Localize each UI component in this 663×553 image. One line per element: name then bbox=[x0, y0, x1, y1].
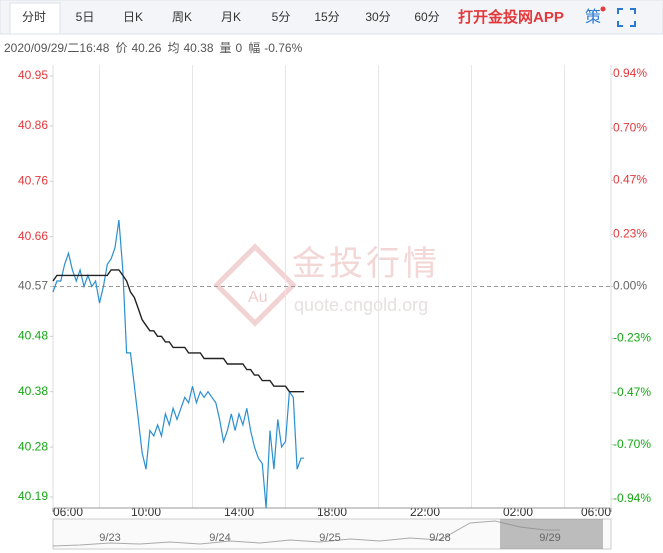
badge-dot bbox=[600, 6, 606, 12]
y-tick-label: 40.57 bbox=[18, 279, 48, 293]
x-tick-label: 06:00 bbox=[581, 505, 611, 519]
y2-tick-label: 0.70% bbox=[613, 120, 647, 134]
navigator-window[interactable] bbox=[500, 519, 603, 549]
tab[interactable]: 月K bbox=[221, 10, 241, 24]
navigator-date: 9/25 bbox=[319, 532, 340, 544]
y2-tick-label: -0.94% bbox=[613, 491, 651, 505]
x-tick-label: 22:00 bbox=[410, 505, 440, 519]
strategy-button[interactable]: 策 bbox=[585, 8, 601, 26]
x-tick-label: 02:00 bbox=[503, 505, 533, 519]
y-tick-label: 40.95 bbox=[18, 68, 48, 82]
y-tick-label: 40.28 bbox=[18, 439, 48, 453]
watermark-url: quote.cngold.org bbox=[294, 295, 428, 315]
y2-tick-label: 0.23% bbox=[613, 227, 647, 241]
watermark-logo: Au bbox=[248, 289, 268, 306]
app-link[interactable]: 打开金投网APP bbox=[458, 8, 564, 26]
navigator-date: 9/23 bbox=[99, 532, 120, 544]
y-tick-label: 40.48 bbox=[18, 329, 48, 343]
y2-tick-label: 0.47% bbox=[613, 172, 647, 186]
info-label: 幅 bbox=[248, 40, 260, 55]
info-value: 0 bbox=[236, 41, 243, 55]
y-tick-label: 40.19 bbox=[18, 489, 48, 503]
info-label: 价 bbox=[115, 41, 127, 55]
series-line bbox=[52, 269, 305, 393]
tab[interactable]: 30分 bbox=[365, 10, 390, 24]
y2-tick-label: -0.23% bbox=[613, 331, 651, 345]
navigator-date: 9/28 bbox=[429, 532, 450, 544]
navigator-line bbox=[52, 520, 560, 547]
tab[interactable]: 5分 bbox=[272, 10, 291, 24]
active-tab bbox=[9, 2, 61, 35]
navigator-date: 9/24 bbox=[209, 532, 230, 544]
x-tick-label: 18:00 bbox=[317, 505, 347, 519]
y2-tick-label: -0.47% bbox=[613, 385, 651, 399]
watermark: Au 金投行情 quote.cngold.org bbox=[213, 243, 440, 327]
timestamp: 2020/09/29/二16:48 bbox=[4, 41, 110, 55]
navigator-date: 9/29 bbox=[539, 532, 560, 544]
quote-info: 2020/09/29/二16:48 价 40.26 均 40.38 量 0 幅 -0.76% bbox=[4, 40, 303, 55]
y-tick-label: 40.86 bbox=[18, 118, 48, 132]
x-tick-label: 14:00 bbox=[224, 505, 254, 519]
tab[interactable]: 日K bbox=[123, 10, 143, 24]
fullscreen-button[interactable] bbox=[617, 8, 636, 27]
series-line bbox=[52, 220, 305, 509]
tab[interactable]: 分时 bbox=[22, 10, 46, 24]
info-value: -0.76% bbox=[264, 41, 302, 55]
y2-tick-label: -0.70% bbox=[613, 437, 651, 451]
x-tick-label: 06:00 bbox=[53, 505, 83, 519]
info-label: 量 bbox=[220, 41, 232, 55]
toolbar bbox=[0, 0, 663, 35]
y2-tick-label: 0.94% bbox=[613, 66, 647, 80]
tab[interactable]: 周K bbox=[172, 10, 192, 24]
tab[interactable]: 15分 bbox=[314, 10, 339, 24]
info-label: 均 bbox=[167, 41, 179, 55]
y-tick-label: 40.38 bbox=[18, 384, 48, 398]
navigator: 9/23 9/24 9/25 9/28 9/29 bbox=[52, 518, 612, 550]
info-value: 40.26 bbox=[131, 41, 161, 55]
y2-tick-label: 0.00% bbox=[613, 279, 647, 293]
y-tick-label: 40.76 bbox=[18, 173, 48, 187]
y-tick-label: 40.66 bbox=[18, 229, 48, 243]
x-tick-label: 10:00 bbox=[131, 505, 161, 519]
watermark-text: 金投行情 bbox=[292, 245, 440, 283]
tab[interactable]: 5日 bbox=[76, 10, 95, 24]
tab[interactable]: 60分 bbox=[414, 10, 439, 24]
info-value: 40.38 bbox=[184, 41, 214, 55]
